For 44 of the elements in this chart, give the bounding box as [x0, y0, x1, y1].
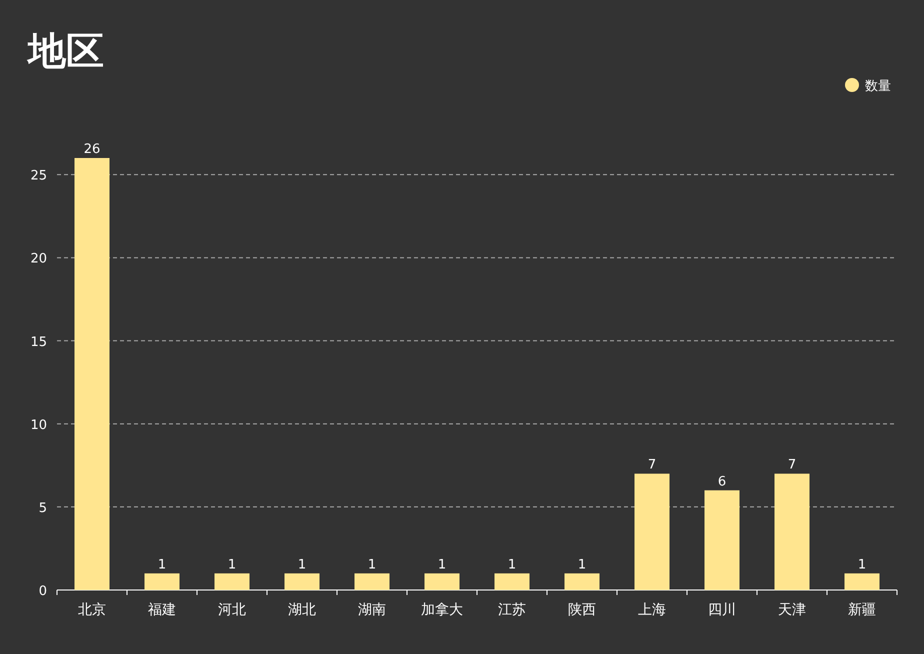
x-tick-label: 河北: [218, 602, 246, 618]
data-label: 1: [438, 557, 446, 572]
bar: [494, 573, 530, 590]
data-label: 1: [508, 557, 516, 572]
y-tick-label: 25: [30, 168, 47, 184]
bar: [354, 573, 390, 590]
y-tick-label: 15: [30, 334, 47, 350]
bar: [844, 573, 880, 590]
y-tick-label: 5: [38, 500, 47, 516]
x-tick-label: 新疆: [848, 602, 876, 618]
x-tick-label: 湖南: [358, 602, 386, 618]
x-tick-label: 北京: [78, 602, 106, 618]
bar: [704, 490, 740, 590]
bar: [634, 474, 670, 590]
legend-label: 数量: [865, 79, 891, 94]
data-label: 1: [578, 557, 586, 572]
data-label: 1: [158, 557, 166, 572]
data-label: 7: [788, 458, 796, 473]
bar: [74, 158, 110, 590]
x-tick-label: 湖北: [288, 602, 316, 618]
bar: [774, 474, 810, 590]
bar: [284, 573, 320, 590]
chart-title: 地区: [26, 29, 104, 73]
data-label: 7: [648, 458, 656, 473]
x-tick-label: 福建: [148, 602, 176, 618]
data-label: 26: [84, 142, 100, 157]
bar: [144, 573, 180, 590]
x-tick-label: 陕西: [568, 602, 596, 618]
data-label: 1: [228, 557, 236, 572]
y-tick-label: 20: [30, 252, 47, 267]
data-label: 1: [368, 557, 376, 572]
y-tick-label: 10: [30, 418, 47, 433]
x-tick-label: 江苏: [498, 602, 526, 618]
bar: [564, 573, 600, 590]
data-label: 1: [298, 557, 306, 572]
y-tick-label: 0: [38, 584, 47, 599]
x-tick-label: 天津: [778, 602, 806, 618]
bar: [214, 573, 250, 590]
data-label: 6: [718, 474, 726, 490]
bar: [424, 573, 460, 590]
x-tick-label: 上海: [638, 602, 666, 618]
x-tick-label: 四川: [708, 602, 736, 618]
x-tick-label: 加拿大: [421, 602, 463, 618]
data-label: 1: [858, 557, 866, 572]
